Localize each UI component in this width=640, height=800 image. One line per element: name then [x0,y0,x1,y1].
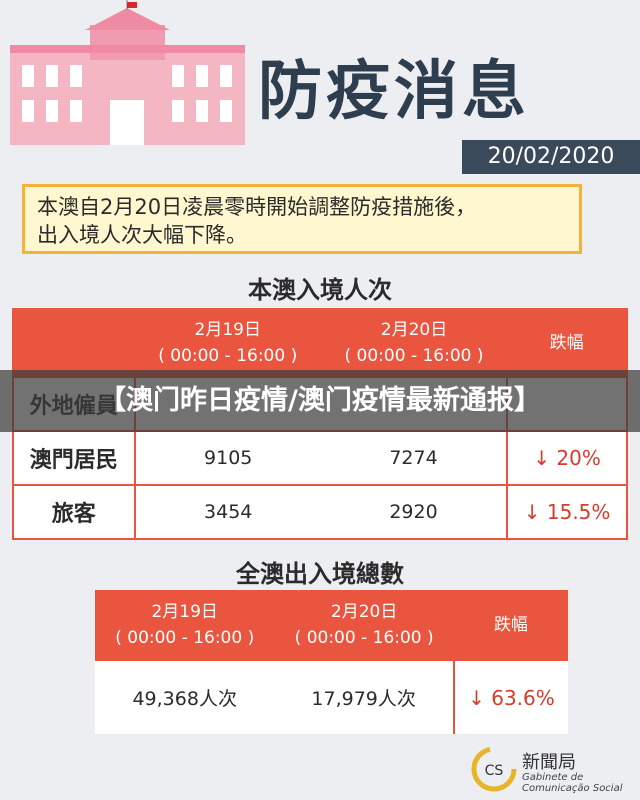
section-title: 本澳入境人次 [248,275,392,304]
logo-name: 新聞局 [522,752,576,773]
header-date: 2月20日 [330,601,398,622]
section-title: 全澳出入境總數 [236,559,404,588]
header-cell: 跌幅 [453,590,568,660]
header-cell: 跌幅 [507,309,627,377]
notice-line: 本澳自2月20日凌晨零時開始調整防疫措施後， [37,195,477,219]
data-row: 澳門居民 9105 7274 ↓ 20% [13,430,627,485]
header-row: 2月19日 ( 00:00 - 16:00 ) 2月20日 ( 00:00 - 16:… [95,590,568,660]
cell: 澳門居民 [13,430,136,485]
cell: 2920 [320,484,508,539]
cell: 旅客 [13,484,136,539]
notice: 本澳自2月20日凌晨零時開始調整防疫措施後， 出入境人次大幅下降。 [22,184,582,254]
banner: 【澳门昨日疫情/澳门疫情最新通报】 [0,370,640,432]
logo-icon: CS [471,746,517,792]
header-time: ( 00:00 - 16:00 ) [344,346,484,366]
total-table: 2月19日 ( 00:00 - 16:00 ) 2月20日 ( 00:00 - 16:… [95,590,568,734]
notice-line: 出入境人次大幅下降。 [37,223,247,247]
header-cell: 2月19日 ( 00:00 - 16:00 ) [95,590,275,660]
header-time: ( 00:00 - 16:00 ) [115,627,255,648]
header-date: 2月19日 [194,320,261,340]
data-row: 旅客 3454 2920 ↓ 15.5% [13,484,627,539]
logo-sub-line: Comunicação Social [522,783,623,794]
cell: 17,979人次 [274,659,454,734]
header-cell: 2月20日 ( 00:00 - 16:00 ) [320,309,508,377]
cell: 7274 [320,430,508,485]
svg-text:CS: CS [485,763,504,779]
date: 20/02/2020 [462,140,640,174]
data-row: 49,368人次 17,979人次 ↓ 63.6% [95,659,568,734]
logo-sub-line: Gabinete de [522,772,584,783]
header-time: ( 00:00 - 16:00 ) [294,627,434,648]
title: 防疫消息 [258,54,530,129]
cell: ↓ 20% [506,430,627,485]
header-cell: 2月19日 ( 00:00 - 16:00 ) [134,309,321,377]
header-cell [13,309,135,377]
header-date: 2月20日 [380,320,448,340]
building-illustration [10,0,245,145]
cell: ↓ 15.5% [506,484,627,539]
cell: 9105 [134,430,321,485]
cell: ↓ 63.6% [452,659,568,734]
cell: 3454 [134,484,321,539]
header-date: 跌幅 [549,333,584,353]
header-date: 跌幅 [493,614,528,635]
header-time: ( 00:00 - 16:00 ) [158,346,298,366]
header-row: 2月19日 ( 00:00 - 16:00 ) 2月20日 ( 00:00 - 16:… [13,309,627,377]
header-date: 2月19日 [151,601,218,622]
header-cell: 2月20日 ( 00:00 - 16:00 ) [274,590,454,660]
cell: 49,368人次 [95,659,275,734]
logo-sub: Gabinete de Comunicação Social [522,772,623,794]
